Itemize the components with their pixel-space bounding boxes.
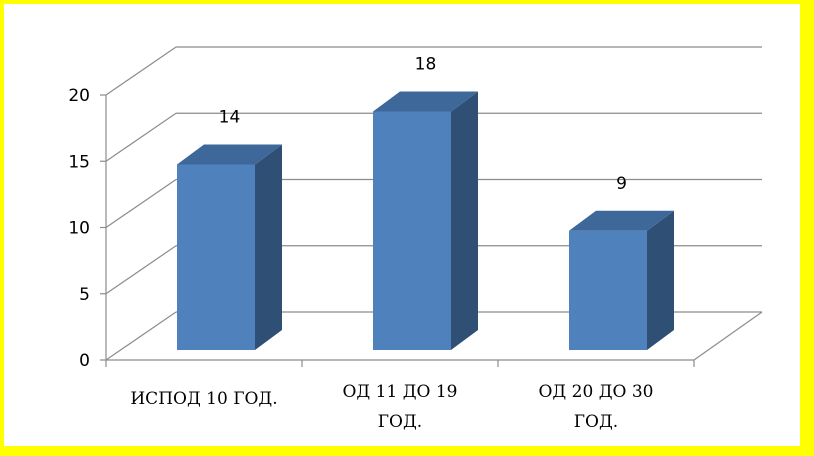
bar-top-0 bbox=[177, 144, 282, 165]
bar-front-2 bbox=[569, 230, 647, 350]
data-label-0: 14 bbox=[219, 108, 241, 128]
bar-top-1 bbox=[373, 91, 478, 112]
y-tick-label-10: 10 bbox=[68, 219, 90, 239]
category-label-0: ИСПОД 10 ГОД. bbox=[130, 389, 277, 409]
category-label-1: ОД 11 ДО 19 ГОД. bbox=[343, 382, 458, 432]
bar-2 bbox=[569, 210, 674, 350]
category-label-line: ОД 20 ДО 30 bbox=[539, 382, 654, 402]
y-tick-label-15: 15 bbox=[68, 152, 90, 172]
bar-front-0 bbox=[177, 164, 255, 350]
bar-side-0 bbox=[255, 144, 282, 350]
category-label-2: ОД 20 ДО 30 ГОД. bbox=[539, 382, 654, 432]
bar-chart: 0 5 10 15 20 14 ИСПОД 10 ГОД. 18 ОД 11 ДО 19 ГОД… bbox=[68, 46, 763, 433]
bar-top-2 bbox=[569, 210, 674, 231]
data-label-1: 18 bbox=[415, 55, 437, 75]
bar-1 bbox=[373, 91, 478, 350]
floor-right-edge bbox=[693, 311, 763, 361]
category-label-line: ГОД. bbox=[574, 412, 618, 432]
y-tick-label-0: 0 bbox=[79, 351, 90, 371]
y-tick-label-5: 5 bbox=[79, 285, 90, 305]
bar-0 bbox=[177, 144, 282, 350]
bar-side-2 bbox=[647, 210, 674, 350]
gridline-20 bbox=[105, 46, 762, 96]
axes: 0 5 10 15 20 bbox=[68, 86, 763, 371]
category-label-line: ГОД. bbox=[378, 412, 422, 432]
bar-front-1 bbox=[373, 111, 451, 350]
data-label-2: 9 bbox=[616, 174, 627, 194]
category-label-line: ОД 11 ДО 19 bbox=[343, 382, 458, 402]
labels: 14 ИСПОД 10 ГОД. 18 ОД 11 ДО 19 ГОД. 9 ОД 20 Д… bbox=[130, 55, 653, 433]
bars bbox=[177, 91, 674, 350]
bar-side-1 bbox=[451, 91, 478, 350]
category-label-line: ИСПОД 10 ГОД. bbox=[130, 389, 277, 409]
chart-frame: 0 5 10 15 20 14 ИСПОД 10 ГОД. 18 ОД 11 ДО 19 ГОД… bbox=[4, 4, 800, 446]
y-tick-label-20: 20 bbox=[68, 86, 90, 106]
